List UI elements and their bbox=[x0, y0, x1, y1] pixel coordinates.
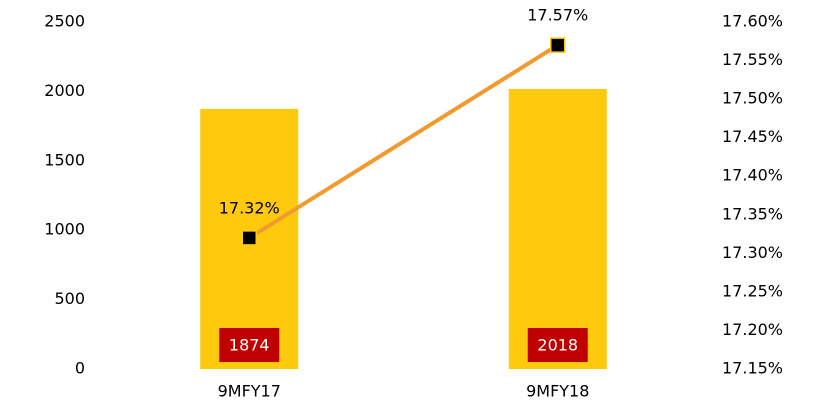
value-label: 1874 bbox=[229, 336, 270, 355]
value-label: 17.57% bbox=[527, 6, 588, 25]
y2-tick-label: 17.40% bbox=[722, 166, 783, 185]
y2-tick-label: 17.60% bbox=[722, 12, 783, 31]
value-label-box bbox=[527, 328, 588, 362]
y2-tick-label: 17.35% bbox=[722, 204, 783, 223]
y-tick-label: 2500 bbox=[44, 12, 85, 31]
y-tick-label: 0 bbox=[75, 359, 85, 378]
marker bbox=[241, 230, 257, 246]
y2-tick-label: 17.45% bbox=[722, 127, 783, 146]
y2-tick-label: 17.25% bbox=[722, 281, 783, 300]
bar bbox=[508, 88, 607, 369]
marker bbox=[550, 37, 566, 53]
value-label-box bbox=[219, 328, 280, 362]
x-tick-label: 9MFY18 bbox=[526, 382, 589, 401]
value-label: 17.32% bbox=[219, 198, 280, 217]
y2-tick-label: 17.20% bbox=[722, 320, 783, 339]
y2-tick-label: 17.50% bbox=[722, 89, 783, 108]
y2-tick-label: 17.30% bbox=[722, 243, 783, 262]
y2-tick-label: 17.15% bbox=[722, 359, 783, 378]
y2-tick-label: 17.55% bbox=[722, 50, 783, 69]
y-tick-label: 500 bbox=[54, 289, 85, 308]
value-label: 2018 bbox=[537, 336, 578, 355]
x-tick-label: 9MFY17 bbox=[218, 382, 281, 401]
y-tick-label: 1500 bbox=[44, 150, 85, 169]
y-tick-label: 1000 bbox=[44, 220, 85, 239]
y-tick-label: 2000 bbox=[44, 81, 85, 100]
line bbox=[248, 43, 559, 240]
